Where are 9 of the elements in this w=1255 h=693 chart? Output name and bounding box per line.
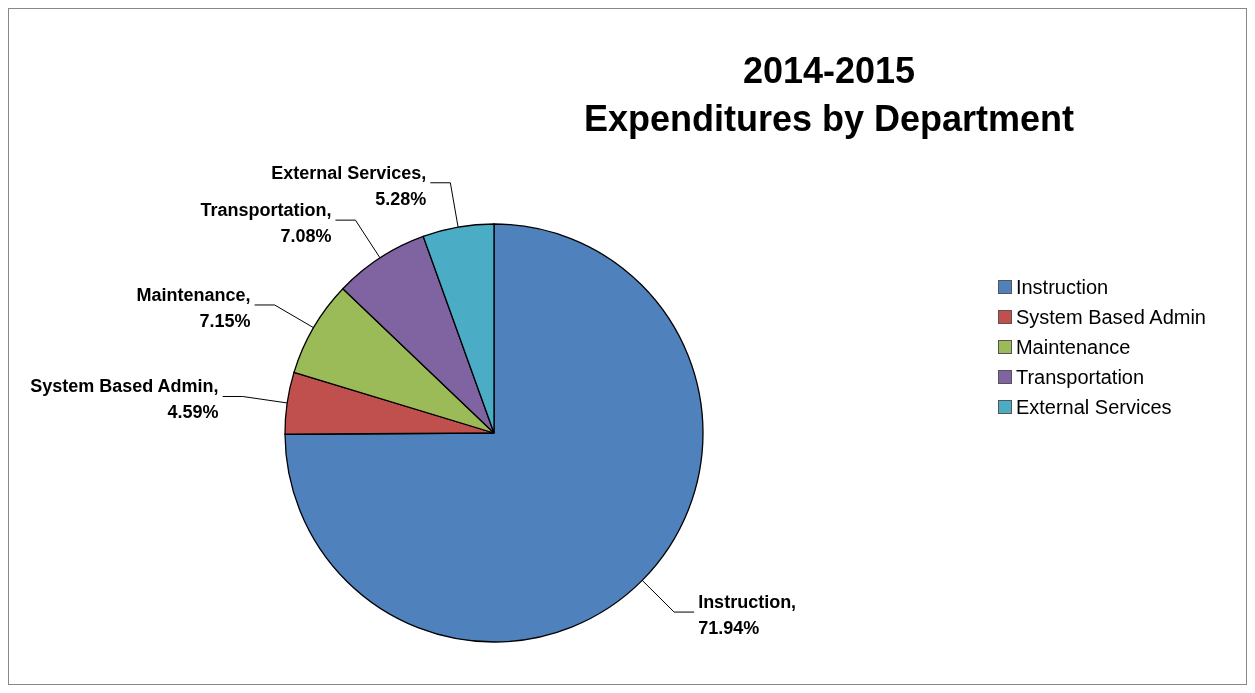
- data-label: System Based Admin, 4.59%: [30, 376, 219, 423]
- legend-label: External Services: [1015, 394, 1172, 420]
- data-label: Maintenance, 7.15%: [136, 284, 251, 331]
- legend-label: Transportation: [1015, 364, 1145, 390]
- legend-label: System Based Admin: [1015, 304, 1206, 330]
- legend-label: Instruction: [1015, 274, 1109, 300]
- legend-label: Maintenance: [1015, 334, 1131, 360]
- chart-title: 2014-2015 Expenditures by Department: [582, 49, 1076, 141]
- data-label: Instruction, 71.94%: [698, 592, 797, 639]
